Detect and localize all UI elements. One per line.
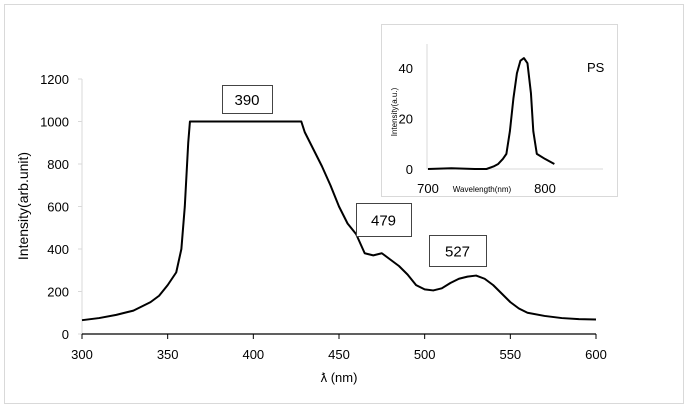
- inset-x-tick-label: 700: [417, 181, 439, 196]
- peak-label-box: [356, 203, 412, 237]
- x-axis-title: ƛ (nm): [321, 370, 358, 385]
- x-tick-label: 400: [242, 347, 264, 362]
- inset-y-tick-label: 0: [406, 162, 413, 177]
- x-tick-label: 450: [328, 347, 350, 362]
- peak-label: 527: [445, 244, 470, 261]
- x-tick-label: 300: [71, 347, 93, 362]
- y-tick-label: 800: [47, 157, 69, 172]
- inset-y-axis-title: Intensity(a.u.): [390, 87, 399, 136]
- x-tick-label: 500: [414, 347, 436, 362]
- y-tick-label: 1000: [40, 115, 69, 130]
- x-tick-label: 350: [157, 347, 179, 362]
- inset-y-tick-label: 40: [399, 61, 413, 76]
- y-tick-label: 400: [47, 242, 69, 257]
- peak-label-box: [222, 85, 273, 114]
- inset-series-line-ps: [427, 57, 555, 170]
- inset-title: PS: [587, 60, 605, 75]
- peak-label: 479: [371, 213, 396, 230]
- y-tick-label: 1200: [40, 72, 69, 87]
- peak-label-box: [429, 235, 487, 267]
- peak-label: 390: [234, 92, 259, 109]
- x-tick-label: 600: [585, 347, 607, 362]
- y-tick-label: 600: [47, 200, 69, 215]
- y-axis-title: Intensity(arb.unit): [15, 152, 31, 260]
- inset-x-tick-label: 800: [534, 181, 556, 196]
- y-tick-label: 200: [47, 285, 69, 300]
- inset-y-tick-label: 20: [399, 112, 413, 127]
- y-tick-label: 0: [62, 327, 69, 342]
- series-line-emission: [81, 120, 597, 322]
- x-tick-label: 550: [499, 347, 521, 362]
- inset-x-axis-title: Wavelength(nm): [453, 185, 512, 194]
- inset-border: [381, 24, 618, 197]
